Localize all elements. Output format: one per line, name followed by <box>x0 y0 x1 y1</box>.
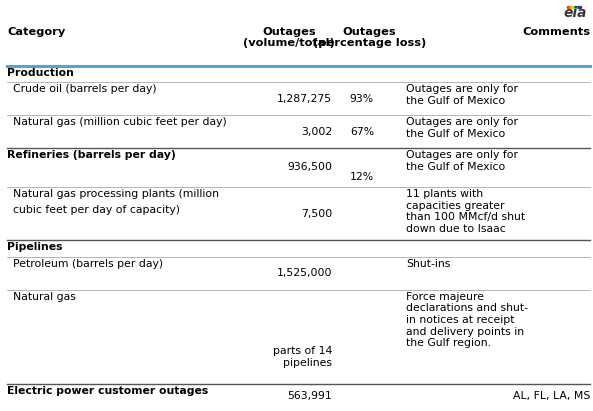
Text: Refineries (barrels per day): Refineries (barrels per day) <box>7 150 176 160</box>
Text: Category: Category <box>7 27 65 37</box>
Text: Production: Production <box>7 68 74 78</box>
Text: parts of 14
pipelines: parts of 14 pipelines <box>273 346 332 368</box>
Text: Natural gas processing plants (million: Natural gas processing plants (million <box>13 189 219 199</box>
Text: 11 plants with
capacities greater
than 100 MMcf/d shut
down due to Isaac: 11 plants with capacities greater than 1… <box>406 189 525 234</box>
Text: Natural gas (million cubic feet per day): Natural gas (million cubic feet per day) <box>13 117 227 127</box>
Text: Outages
(volume/total): Outages (volume/total) <box>243 27 335 48</box>
Text: 563,991: 563,991 <box>288 390 332 401</box>
Text: Outages are only for
the Gulf of Mexico: Outages are only for the Gulf of Mexico <box>406 150 518 172</box>
Text: Petroleum (barrels per day): Petroleum (barrels per day) <box>13 259 163 269</box>
Text: 1,287,275: 1,287,275 <box>277 94 332 104</box>
Text: Outages are only for
the Gulf of Mexico: Outages are only for the Gulf of Mexico <box>406 84 518 106</box>
Text: Shut-ins: Shut-ins <box>406 259 451 269</box>
Text: 3,002: 3,002 <box>301 127 332 136</box>
Text: 7,500: 7,500 <box>301 209 332 219</box>
Text: AL, FL, LA, MS: AL, FL, LA, MS <box>513 390 590 401</box>
Text: Natural gas: Natural gas <box>13 292 76 302</box>
Text: 936,500: 936,500 <box>287 162 332 173</box>
Text: Outages are only for
the Gulf of Mexico: Outages are only for the Gulf of Mexico <box>406 117 518 139</box>
Text: Pipelines: Pipelines <box>7 242 63 252</box>
Text: Comments: Comments <box>522 27 590 37</box>
Text: 12%: 12% <box>350 172 374 182</box>
Text: cubic feet per day of capacity): cubic feet per day of capacity) <box>13 205 180 215</box>
Text: 1,525,000: 1,525,000 <box>276 268 332 278</box>
Text: 93%: 93% <box>350 94 374 104</box>
Text: Electric power customer outages: Electric power customer outages <box>7 386 208 396</box>
Text: Force majeure
declarations and shut-
in notices at receipt
and delivery points i: Force majeure declarations and shut- in … <box>406 292 528 348</box>
Text: Crude oil (barrels per day): Crude oil (barrels per day) <box>13 84 157 94</box>
Text: Outages
(percentage loss): Outages (percentage loss) <box>313 27 426 48</box>
Text: eia: eia <box>563 6 587 20</box>
Text: 67%: 67% <box>350 127 374 136</box>
